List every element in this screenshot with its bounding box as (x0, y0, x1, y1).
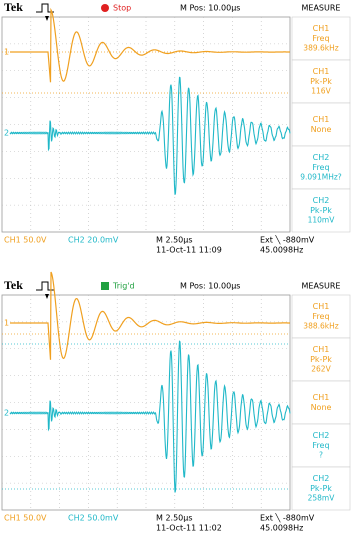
menu-title: MEASURE (302, 4, 341, 13)
scope-screenshots: TekStopM Pos: 10.00µsMEASURE12CH1Freq389… (0, 0, 351, 548)
measure-value: 9.091MHz? (300, 173, 342, 182)
ch1-scale: CH1 50.0V (4, 514, 47, 523)
ch2-scale: CH2 20.0mV (68, 236, 119, 245)
measure-label: Pk-Pk (310, 484, 332, 493)
trigger-freq: 45.0098Hz (260, 524, 303, 533)
measure-label: Freq (312, 312, 329, 321)
measure-channel: CH1 (313, 24, 330, 33)
measure-label: Freq (312, 34, 329, 43)
timebase: M 2.50µs (156, 514, 193, 523)
trigger-level: Ext ╲ -880mV (260, 513, 315, 523)
measure-label: Pk-Pk (310, 206, 332, 215)
status-icon (101, 282, 109, 290)
measure-channel: CH1 (313, 345, 330, 354)
measure-label: Freq (312, 441, 329, 450)
ch2-marker: 2 (4, 129, 9, 138)
measure-value: 116V (311, 87, 331, 96)
measure-value: 389.6kHz (303, 44, 338, 53)
measure-value: 110mV (308, 216, 336, 225)
status-icon (101, 4, 109, 12)
measure-label: Pk-Pk (310, 355, 332, 364)
date-time: 11-Oct-11 11:09 (156, 246, 222, 255)
trigger-freq: 45.0098Hz (260, 246, 303, 255)
measure-value: 262V (311, 365, 331, 374)
measure-label: Freq (312, 163, 329, 172)
trigger-level: Ext ╲ -880mV (260, 235, 315, 245)
ch1-marker: 1 (4, 48, 9, 57)
ch2-marker: 2 (4, 409, 9, 418)
measure-value: 388.6kHz (303, 322, 338, 331)
date-time: 11-Oct-11 11:02 (156, 524, 222, 533)
measure-value: 258mV (308, 494, 336, 503)
brand: Tek (4, 278, 23, 292)
measure-channel: CH2 (313, 153, 330, 162)
menu-title: MEASURE (302, 282, 341, 291)
ch1-scale: CH1 50.0V (4, 236, 47, 245)
measure-label: Pk-Pk (310, 77, 332, 86)
measure-channel: CH1 (313, 302, 330, 311)
mpos: M Pos: 10.00µs (180, 4, 240, 13)
timebase: M 2.50µs (156, 236, 193, 245)
brand: Tek (4, 0, 23, 14)
measure-channel: CH1 (313, 393, 330, 402)
measure-channel: CH1 (313, 115, 330, 124)
measure-channel: CH2 (313, 196, 330, 205)
measure-channel: CH2 (313, 431, 330, 440)
mpos: M Pos: 10.00µs (180, 282, 240, 291)
status: Trig'd (112, 282, 135, 291)
measure-value: ? (319, 451, 323, 460)
status: Stop (113, 4, 131, 13)
ch1-marker: 1 (4, 319, 9, 328)
measure-label: None (311, 403, 332, 412)
ch2-scale: CH2 50.0mV (68, 514, 119, 523)
measure-channel: CH1 (313, 67, 330, 76)
measure-label: None (311, 125, 332, 134)
measure-channel: CH2 (313, 474, 330, 483)
